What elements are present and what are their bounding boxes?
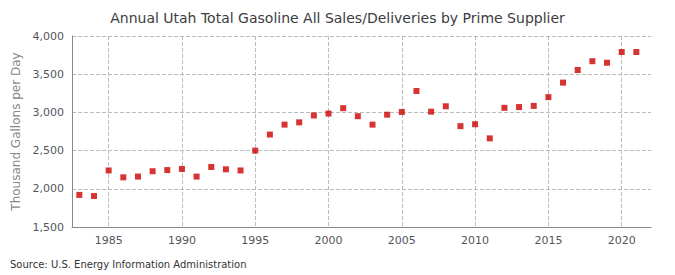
svg-text:1995: 1995 (241, 234, 269, 247)
svg-text:Source: U.S. Energy Informatio: Source: U.S. Energy Information Administ… (10, 259, 247, 270)
svg-text:2020: 2020 (608, 234, 636, 247)
svg-text:Thousand Gallons per Day: Thousand Gallons per Day (9, 52, 23, 211)
svg-text:2,500: 2,500 (33, 144, 65, 157)
svg-text:2005: 2005 (388, 234, 416, 247)
svg-text:Annual Utah Total Gasoline All: Annual Utah Total Gasoline All Sales/Del… (110, 10, 565, 26)
svg-text:3,000: 3,000 (33, 106, 65, 119)
svg-text:2010: 2010 (461, 234, 489, 247)
svg-text:3,500: 3,500 (33, 68, 65, 81)
svg-text:1,500: 1,500 (33, 221, 65, 234)
svg-text:2,000: 2,000 (33, 182, 65, 195)
svg-text:1990: 1990 (168, 234, 196, 247)
svg-text:4,000: 4,000 (33, 30, 65, 43)
svg-text:1985: 1985 (95, 234, 123, 247)
svg-text:2000: 2000 (315, 234, 343, 247)
svg-text:2015: 2015 (534, 234, 562, 247)
